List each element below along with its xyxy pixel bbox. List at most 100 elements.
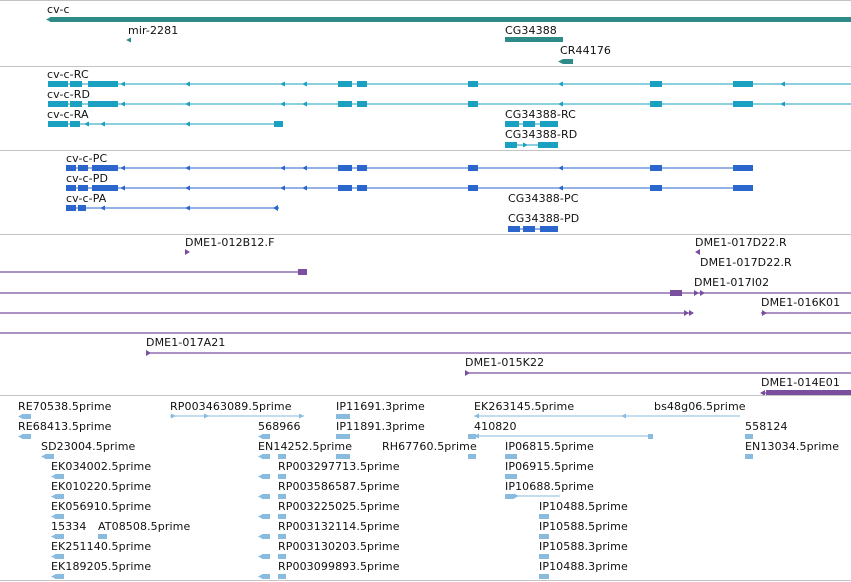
est-label[interactable]: IP06915.5prime [505, 460, 594, 473]
est-label[interactable]: 568966 [258, 420, 301, 433]
strand-arrow-left [46, 17, 51, 22]
protein-label[interactable]: cv-c-PA [66, 192, 107, 205]
strand-arrow-left [258, 434, 263, 439]
clone-end [298, 269, 307, 275]
est-label[interactable]: EK251140.5prime [51, 540, 152, 553]
est-feature [745, 454, 753, 459]
est-label[interactable]: EN14252.5prime [258, 440, 353, 453]
est-label[interactable]: IP11891.3prime [336, 420, 425, 433]
clone-marker [762, 310, 767, 316]
est-label[interactable]: 558124 [745, 420, 788, 433]
strand-arrow-left [258, 454, 263, 459]
est-label[interactable]: RP003130203.5prime [278, 540, 400, 553]
est-label[interactable]: EK010220.5prime [51, 480, 152, 493]
est-label[interactable]: AT08508.5prime [98, 520, 191, 533]
est-label[interactable]: RH67760.5prime [382, 440, 477, 453]
feature-exon [338, 101, 352, 107]
strand-arrow-left [302, 185, 307, 191]
strand-arrow-left [100, 205, 105, 211]
est-label[interactable]: SD23004.5prime [41, 440, 136, 453]
clone-end [670, 290, 682, 296]
strand-arrow-right [299, 413, 304, 419]
feature-exon [733, 81, 753, 87]
feature-exon [508, 226, 520, 232]
est-label[interactable]: IP10688.5prime [505, 480, 594, 493]
est-label[interactable]: RP003225025.5prime [278, 500, 400, 513]
est-label[interactable]: RP003586587.5prime [278, 480, 400, 493]
strand-arrow-left [51, 534, 56, 539]
strand-arrow-left [558, 165, 563, 171]
est-feature [539, 534, 549, 539]
clone-label[interactable]: DME1-012B12.F [185, 236, 275, 249]
clone-label[interactable]: DME1-014E01 [761, 376, 840, 389]
clone-label[interactable]: DME1-017I02 [694, 276, 770, 289]
gene-label[interactable]: CG34388 [505, 24, 557, 37]
est-label[interactable]: IP06815.5prime [505, 440, 594, 453]
clone-label[interactable]: DME1-017D22.R [700, 256, 792, 269]
transcript-label[interactable]: cv-c-RC [47, 68, 89, 81]
feature-exon [70, 121, 80, 127]
feature-exon [70, 101, 82, 107]
strand-arrow-right [514, 493, 519, 499]
transcript-label[interactable]: CG34388-RC [505, 108, 576, 121]
clone-label[interactable]: DME1-017A21 [146, 336, 226, 349]
protein-label[interactable]: cv-c-PC [66, 152, 108, 165]
est-label[interactable]: RP003463089.5prime [170, 400, 292, 413]
strand-arrow-left [558, 185, 563, 191]
est-label[interactable]: RP003297713.5prime [278, 460, 400, 473]
est-label[interactable]: EK056910.5prime [51, 500, 152, 513]
strand-arrow-left [558, 59, 563, 64]
track-separator [0, 395, 851, 396]
clone-marker [694, 290, 699, 296]
protein-label[interactable]: CG34388-PC [508, 192, 579, 205]
est-label[interactable]: IP10588.5prime [539, 520, 628, 533]
est-label[interactable]: EK189205.5prime [51, 560, 152, 573]
feature-exon [505, 121, 519, 127]
transcript-label[interactable]: CG34388-RD [505, 128, 578, 141]
gene-feature-bar [50, 17, 851, 22]
clone-label[interactable]: DME1-015K22 [465, 356, 545, 369]
feature-exon [540, 226, 558, 232]
est-feature [278, 494, 286, 499]
est-label[interactable]: 15334 [51, 520, 87, 533]
protein-label[interactable]: CG34388-PD [508, 212, 580, 225]
gene-label[interactable]: CR44176 [560, 44, 612, 57]
est-feature [505, 474, 517, 479]
est-label[interactable]: IP10588.3prime [539, 540, 628, 553]
strand-arrow-left [258, 574, 263, 579]
est-label[interactable]: EN13034.5prime [745, 440, 840, 453]
est-feature [648, 434, 653, 439]
protein-label[interactable]: cv-c-PD [66, 172, 109, 185]
est-label[interactable]: RE68413.5prime [18, 420, 112, 433]
strand-arrow-left [18, 414, 23, 419]
est-label[interactable]: RP003099893.5prime [278, 560, 400, 573]
feature-exon [66, 205, 76, 211]
gene-label[interactable]: cv-c [47, 3, 70, 16]
est-label[interactable]: IP10488.3prime [539, 560, 628, 573]
est-label[interactable]: IP11691.3prime [336, 400, 425, 413]
est-label[interactable]: RE70538.5prime [18, 400, 112, 413]
est-feature [336, 414, 350, 419]
strand-arrow-left [84, 121, 89, 127]
est-label[interactable]: EK263145.5prime [474, 400, 575, 413]
feature-exon [66, 165, 76, 171]
est-label[interactable]: EK034002.5prime [51, 460, 152, 473]
track-separator [0, 580, 851, 581]
clone-marker [689, 310, 694, 316]
est-label[interactable]: IP10488.5prime [539, 500, 628, 513]
clone-label[interactable]: DME1-017D22.R [695, 236, 787, 249]
clone-marker [684, 310, 689, 316]
est-label[interactable]: bs48g06.5prime [654, 400, 746, 413]
feature-exon [468, 81, 478, 87]
transcript-label[interactable]: cv-c-RD [47, 88, 91, 101]
transcript-label[interactable]: cv-c-RA [47, 108, 89, 121]
gene-label[interactable]: mir-2281 [128, 24, 179, 37]
clone-label[interactable]: DME1-016K01 [761, 296, 841, 309]
est-label[interactable]: 410820 [474, 420, 517, 433]
feature-exon [523, 226, 535, 232]
strand-arrow-left [51, 474, 56, 479]
strand-arrow-left [185, 101, 190, 107]
est-label[interactable]: RP003132114.5prime [278, 520, 400, 533]
strand-arrow-left [258, 534, 263, 539]
